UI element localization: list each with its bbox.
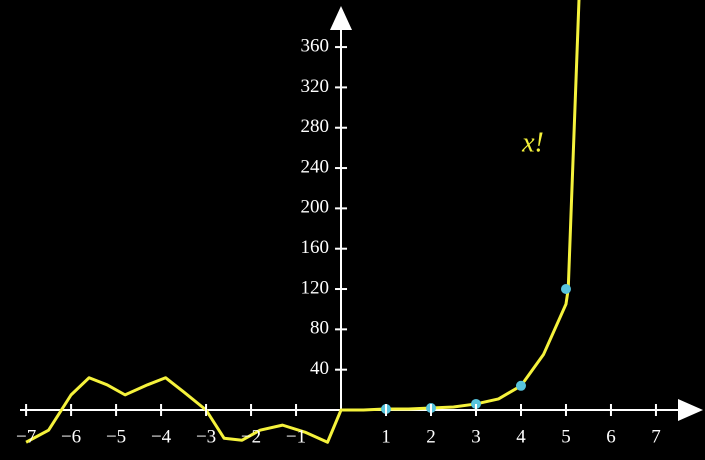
y-tick-label: 160	[301, 237, 330, 258]
y-tick-label: 80	[310, 318, 329, 339]
y-tick-label: 120	[301, 277, 330, 298]
x-tick-label: −3	[196, 426, 216, 447]
x-tick-label: 4	[516, 426, 526, 447]
y-tick-label: 40	[310, 358, 329, 379]
x-tick-label: −4	[151, 426, 172, 447]
y-tick-label: 240	[301, 156, 330, 177]
x-tick-label: −2	[241, 426, 261, 447]
curve	[25, 0, 581, 444]
y-tick-label: 320	[301, 76, 330, 97]
x-tick-label: 5	[561, 426, 571, 447]
y-axis-arrow	[330, 6, 352, 30]
x-tick-label: 6	[606, 426, 616, 447]
x-tick-label: −6	[61, 426, 81, 447]
annotation: x!	[521, 127, 544, 158]
x-tick-label: −7	[16, 426, 36, 447]
x-tick-label: 1	[381, 426, 391, 447]
y-tick-label: 360	[301, 35, 330, 56]
y-tick-label: 280	[301, 116, 330, 137]
x-tick-label: 2	[426, 426, 436, 447]
x-tick-label: −5	[106, 426, 126, 447]
point	[560, 284, 571, 295]
x-axis-arrow	[678, 399, 703, 421]
x-tick-label: 7	[651, 426, 661, 447]
point	[515, 380, 526, 391]
point	[470, 398, 481, 409]
x-tick-label: 3	[471, 426, 481, 447]
x-tick-label: −1	[286, 426, 306, 447]
y-tick-label: 200	[301, 197, 330, 218]
